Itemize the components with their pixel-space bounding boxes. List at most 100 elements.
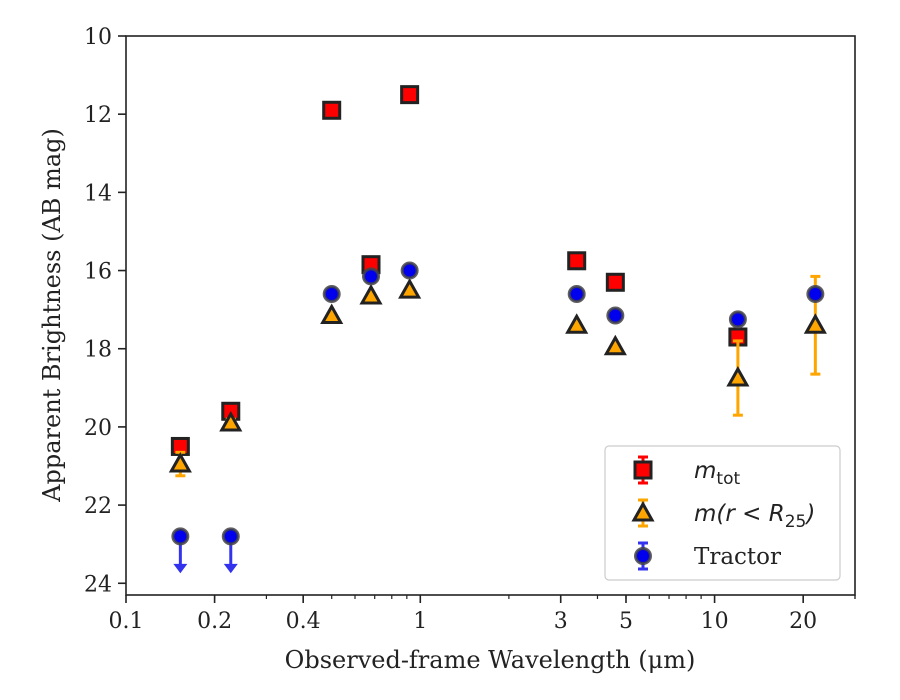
- point-mr25-1-marker: [219, 410, 243, 432]
- x-tick-label-3: 1: [413, 609, 427, 634]
- point-tractor-4: [400, 261, 419, 280]
- point-mr25-5-marker-shape: [565, 313, 589, 334]
- point-tractor-6-marker: [606, 306, 625, 325]
- point-tractor-5-marker: [567, 285, 586, 303]
- point-mr25-0-marker: [168, 451, 192, 473]
- legend-box: [604, 445, 841, 581]
- point-mtot-2-marker-shape: [322, 100, 342, 120]
- point-mr25-4-marker-shape: [398, 278, 422, 299]
- point-mtot-4-marker-shape: [400, 85, 420, 105]
- point-mr25-0-marker-shape: [168, 451, 192, 473]
- x-tick-label-5: 5: [619, 609, 633, 634]
- y-tick-label-5: 20: [84, 416, 112, 441]
- series-tractor: [171, 261, 825, 574]
- point-mr25-0: [168, 450, 192, 478]
- series-mr25: [168, 274, 827, 478]
- y-tick-label-0: 10: [84, 25, 112, 50]
- x-tick-label-2: 0.4: [286, 609, 321, 634]
- point-mr25-5-marker: [565, 313, 589, 334]
- point-mr25-5: [565, 313, 589, 334]
- legend-marker-tractor-shape: [634, 547, 652, 565]
- y-tick-label-1: 12: [84, 103, 112, 128]
- point-tractor-8-marker: [806, 285, 825, 303]
- point-mr25-4-marker: [398, 278, 422, 299]
- point-mr25-8-marker: [803, 313, 827, 334]
- y-axis: 10 12 14 16 18 20 22 24: [84, 25, 126, 597]
- point-mr25-1: [219, 410, 243, 432]
- legend-symbol-mtot: m: [694, 458, 716, 484]
- point-mr25-3-marker-shape: [359, 283, 383, 305]
- point-mr25-6: [603, 334, 627, 356]
- legend-entry-mr25: m(r < R25): [631, 498, 815, 532]
- point-tractor-0-marker: [171, 527, 190, 546]
- legend-label-mr25: m(r < R25): [694, 501, 815, 532]
- y-tick-label-3: 16: [84, 260, 112, 285]
- legend-marker-tractor: [634, 547, 652, 565]
- point-tractor-3-marker-shape: [362, 267, 381, 286]
- point-mr25-7-marker: [726, 365, 750, 387]
- point-tractor-8-marker-shape: [806, 285, 825, 303]
- point-mtot-6: [605, 272, 625, 292]
- point-mtot-5-marker: [567, 251, 587, 271]
- x-axis-label: Observed-frame Wavelength (μm): [285, 646, 696, 674]
- point-mr25-7: [726, 339, 750, 417]
- point-tractor-0: [171, 527, 190, 574]
- legend-subscript-mtot: tot: [716, 469, 740, 489]
- point-mr25-6-marker-shape: [603, 334, 627, 356]
- legend-text-tractor: Tractor: [694, 544, 781, 570]
- point-tractor-1-limit-arrow: [223, 563, 238, 574]
- point-tractor-8: [806, 285, 825, 303]
- point-tractor-5: [567, 285, 586, 303]
- legend-entry-mtot: mtot: [633, 455, 740, 489]
- legend-entry-tractor: Tractor: [634, 541, 781, 571]
- point-tractor-4-marker-shape: [400, 261, 419, 280]
- x-tick-label-6: 10: [701, 609, 729, 634]
- data-marks: [168, 85, 827, 574]
- point-tractor-6: [606, 306, 625, 325]
- point-tractor-0-limit-arrow: [173, 563, 188, 574]
- legend-marker-mr25: [631, 500, 655, 522]
- y-tick-label-4: 18: [84, 338, 112, 363]
- x-tick-label-7: 20: [789, 609, 817, 634]
- point-mr25-6-marker: [603, 334, 627, 356]
- legend-text-mr25: (r < R: [716, 501, 784, 527]
- point-tractor-2-marker-shape: [322, 285, 341, 303]
- x-axis: 0.1 0.2 0.4 1 3 5 10 20: [109, 595, 856, 634]
- point-mtot-4-marker: [400, 85, 420, 105]
- x-tick-label-0: 0.1: [109, 609, 144, 634]
- y-axis-label: Apparent Brightness (AB mag): [38, 128, 66, 503]
- point-tractor-2-marker: [322, 285, 341, 303]
- y-tick-label-2: 14: [84, 181, 112, 206]
- point-tractor-1-marker: [221, 527, 240, 546]
- point-tractor-6-marker-shape: [606, 306, 625, 325]
- point-mtot-5-marker-shape: [567, 251, 587, 271]
- legend-symbol-mr25: m: [694, 501, 716, 527]
- point-mr25-2: [320, 303, 344, 324]
- point-tractor-4-marker: [400, 261, 419, 280]
- point-tractor-7-marker: [728, 310, 747, 329]
- point-mr25-8-marker-shape: [803, 313, 827, 334]
- legend-text-end-mr25: ): [804, 501, 815, 527]
- y-tick-label-7: 24: [84, 572, 112, 597]
- point-mr25-3: [359, 283, 383, 305]
- x-tick-label-4: 3: [554, 609, 568, 634]
- point-mr25-1-marker-shape: [219, 410, 243, 432]
- plot-area: [125, 35, 856, 596]
- point-mtot-4: [400, 85, 420, 105]
- point-tractor-3-marker: [362, 267, 381, 286]
- legend-marker-mtot-shape: [633, 460, 653, 480]
- plot-frame: [125, 35, 856, 596]
- point-mtot-6-marker: [605, 272, 625, 292]
- legend-label-mtot: mtot: [694, 458, 740, 489]
- legend-label-tractor: Tractor: [694, 544, 781, 570]
- point-mr25-2-marker: [320, 303, 344, 324]
- point-tractor-2: [322, 285, 341, 303]
- point-mtot-6-marker-shape: [605, 272, 625, 292]
- point-mtot-2: [322, 100, 342, 120]
- point-tractor-3: [362, 267, 381, 286]
- point-mr25-7-marker-shape: [726, 365, 750, 387]
- legend-text-sub-mr25: 25: [785, 512, 807, 532]
- point-mtot-5: [567, 251, 587, 271]
